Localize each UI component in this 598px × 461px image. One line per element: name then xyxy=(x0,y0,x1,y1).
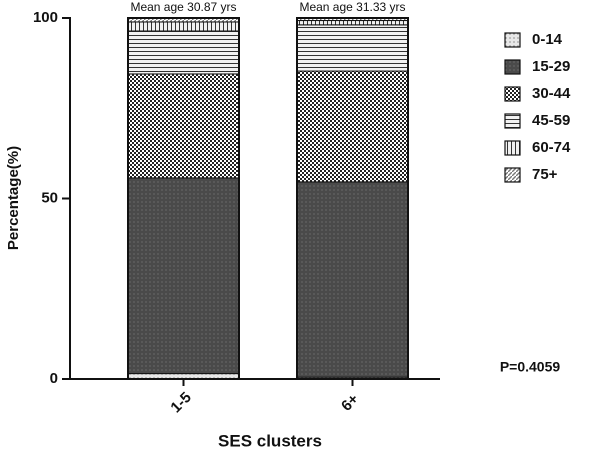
bar-segment xyxy=(127,21,240,32)
bar-segment xyxy=(296,181,409,378)
bar-annotation: Mean age 31.33 yrs xyxy=(299,0,405,14)
legend-label: 15-29 xyxy=(532,58,570,75)
bar-segment xyxy=(127,73,240,179)
y-axis-label: Percentage(%) xyxy=(5,146,22,250)
legend-swatch xyxy=(504,59,521,75)
legend-label: 60-74 xyxy=(532,139,571,156)
bar-segment xyxy=(127,30,240,75)
legend-swatch xyxy=(504,86,521,102)
legend-swatch xyxy=(504,167,521,183)
legend-label: 0-14 xyxy=(532,31,563,48)
legend-label: 45-59 xyxy=(532,112,570,129)
bar-segment xyxy=(296,70,409,183)
y-tick-label: 100 xyxy=(33,9,58,26)
x-axis-label: SES clusters xyxy=(218,431,322,450)
bar-segment xyxy=(296,20,409,26)
bar-segment xyxy=(127,177,240,375)
x-tick-label: 1-5 xyxy=(167,389,194,416)
legend-label: 75+ xyxy=(532,166,558,183)
legend-swatch xyxy=(504,113,521,129)
legend-swatch xyxy=(504,140,521,156)
legend-label: 30-44 xyxy=(532,85,571,102)
x-tick-label: 6+ xyxy=(338,390,362,414)
bar-annotation: Mean age 30.87 yrs xyxy=(130,0,236,14)
y-tick-label: 50 xyxy=(41,189,58,206)
p-value: P=0.4059 xyxy=(500,359,561,375)
bar-segment xyxy=(296,24,409,72)
y-tick-label: 0 xyxy=(50,370,58,387)
legend-swatch xyxy=(504,32,521,48)
